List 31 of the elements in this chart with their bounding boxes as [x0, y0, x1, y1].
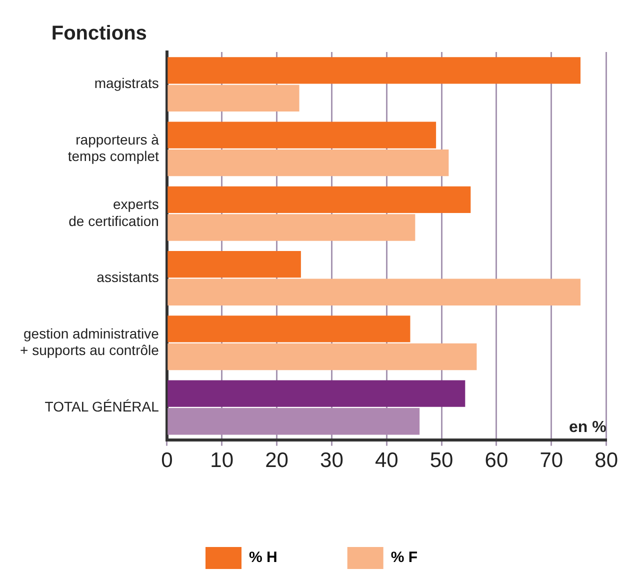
bar [168, 278, 581, 306]
x-tick-label: 30 [320, 449, 344, 472]
x-tick-label: 70 [540, 449, 564, 472]
x-axis-title: en % [568, 419, 606, 436]
y-tick-label: gestion administrative + supports au contrôle [20, 325, 160, 358]
bar [168, 84, 300, 112]
bar [168, 250, 301, 278]
y-tick-label: magistrats [94, 75, 159, 92]
bar [168, 380, 466, 407]
legend-label: % H [249, 549, 278, 566]
y-tick-label: assistants [96, 269, 159, 286]
y-tick-label: experts de certification [68, 196, 159, 229]
x-tick-label: 20 [265, 449, 288, 472]
x-tick-label: 40 [374, 449, 398, 472]
bar [168, 150, 449, 176]
y-axis-title: Fonctions [51, 22, 147, 45]
bar [168, 122, 436, 148]
y-tick-label: rapporteurs à temps complet [68, 131, 160, 164]
bar [168, 408, 420, 435]
y-tick-label: TOTAL GÉNÉRAL [44, 398, 160, 414]
bar [168, 316, 410, 342]
x-tick-label: 10 [210, 449, 234, 472]
bar [168, 186, 471, 214]
bar [168, 57, 581, 84]
bar [168, 343, 477, 370]
x-tick-label: 0 [161, 449, 173, 472]
legend-label: % F [390, 549, 418, 566]
bar [168, 214, 416, 241]
x-tick-label: 60 [484, 449, 508, 472]
x-tick-label: 50 [430, 449, 454, 472]
x-tick-label: 80 [594, 449, 618, 472]
